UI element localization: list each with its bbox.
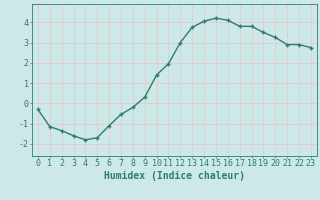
X-axis label: Humidex (Indice chaleur): Humidex (Indice chaleur) (104, 171, 245, 181)
